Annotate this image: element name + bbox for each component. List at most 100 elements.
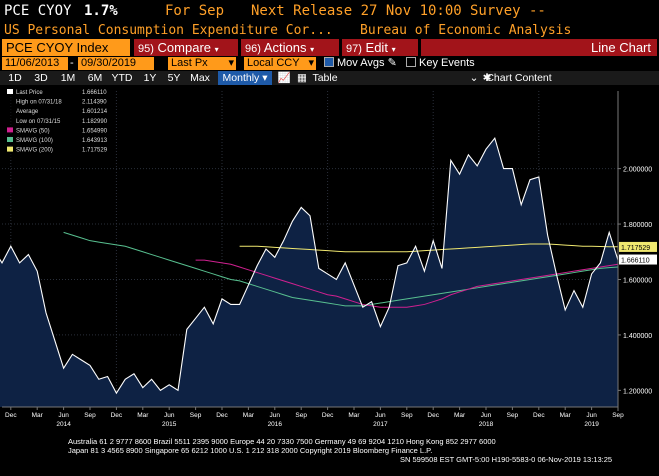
legend-value: 1.717529: [82, 148, 108, 154]
frequency-select[interactable]: Monthly ▾: [218, 71, 272, 85]
x-tick-label: Sep: [295, 412, 307, 419]
x-tick-label: Sep: [401, 412, 413, 419]
chevron-down-icon: ▾: [308, 57, 314, 69]
chart-type-button[interactable]: Line Chart: [421, 39, 657, 56]
x-tick-label: Mar: [348, 412, 360, 419]
edit-button[interactable]: 97) Edit ▾: [342, 39, 418, 56]
price-field-label: Last Px: [171, 57, 208, 69]
edit-shortcut: 97): [346, 43, 362, 55]
price-field-select[interactable]: Last Px ▾: [168, 57, 236, 70]
legend-swatch: [7, 89, 13, 94]
legend-value: 1.643913: [82, 138, 108, 144]
pencil-icon[interactable]: ✎: [387, 57, 397, 69]
price-chart[interactable]: 2.000000 1.800000 1.600000 1.400000 1.200000…: [0, 85, 659, 434]
period-1m[interactable]: 1M: [60, 72, 76, 84]
line-chart-icon[interactable]: 📈: [277, 72, 291, 84]
x-tick-label: Mar: [560, 412, 572, 419]
x-tick-label: Jun: [586, 412, 597, 419]
legend-label: SMAVG (100): [16, 138, 53, 144]
edit-label: Edit: [365, 40, 388, 55]
legend-swatch: [7, 127, 13, 133]
x-year-label: 2017: [373, 421, 388, 428]
chevron-down-icon: ▾: [310, 45, 315, 54]
chart-legend: Last Price 1.666110 High on 07/31/18 2.1143…: [4, 87, 114, 159]
mov-avgs-label: Mov Avgs: [337, 57, 385, 69]
x-tick-label: Sep: [190, 412, 202, 419]
x-year-label: 2015: [162, 421, 177, 428]
x-tick-label: Dec: [427, 412, 439, 419]
x-tick-label: Dec: [533, 412, 545, 419]
chevron-down-icon: ▾: [214, 45, 219, 54]
x-tick-label: Jun: [270, 412, 281, 419]
compare-label: Compare: [157, 40, 211, 55]
legend-swatch: [7, 137, 13, 142]
ticker-index-field[interactable]: PCE CYOY Index: [2, 39, 130, 56]
description-row: US Personal Consumption Expenditure Cor.…: [0, 22, 659, 39]
smavg200-price-tag-bg: [619, 241, 657, 252]
checkbox-checked-icon: [324, 57, 334, 67]
period-1y[interactable]: 1Y: [143, 72, 157, 84]
x-year-label: 2016: [268, 421, 283, 428]
for-period: For Sep: [165, 3, 225, 19]
footer-contacts-1: Australia 61 2 9777 8600 Brazil 5511 239…: [68, 437, 496, 446]
x-tick-label: Sep: [84, 412, 96, 419]
currency-select[interactable]: Local CCY ▾: [244, 57, 316, 70]
legend-label: SMAVG (50): [16, 128, 50, 134]
bar-chart-icon[interactable]: ▦: [297, 72, 307, 84]
footer-session: SN 599508 EST GMT-5:00 H190-5583-0 06-No…: [400, 455, 613, 464]
period-ytd[interactable]: YTD: [111, 72, 133, 84]
legend-value: 1.182990: [82, 119, 108, 125]
chevron-down-icon: ▾: [228, 57, 234, 69]
key-events-toggle[interactable]: Key Events: [406, 57, 475, 70]
y-tick-label: 2.000000: [623, 167, 652, 174]
checkbox-unchecked-icon: [406, 57, 416, 67]
footer-contacts-2: Japan 81 3 4565 8900 Singapore 65 6212 1…: [68, 446, 433, 455]
actions-shortcut: 96): [245, 43, 261, 55]
last-price-tag-bg: [619, 254, 657, 265]
period-3d[interactable]: 3D: [34, 72, 48, 84]
period-6m[interactable]: 6M: [87, 72, 103, 84]
chevron-down-icon[interactable]: ⌄: [469, 72, 479, 84]
x-tick-label: Mar: [137, 412, 149, 419]
smavg-50-line: [195, 259, 619, 308]
legend-label: High on 07/31/18: [16, 100, 62, 106]
legend-label: Last Price: [16, 90, 43, 96]
period-1d[interactable]: 1D: [8, 72, 22, 84]
chevron-down-icon: ▾: [391, 45, 396, 54]
legend-value: 1.654990: [82, 128, 108, 134]
actions-button[interactable]: 96) Actions ▾: [241, 39, 339, 56]
legend-value: 2.114390: [82, 100, 107, 106]
legend-label: Low on 07/31/15: [16, 119, 61, 125]
x-tick-label: Dec: [322, 412, 334, 419]
last-value: 1.7%: [84, 3, 118, 19]
x-tick-label: Mar: [32, 412, 44, 419]
y-tick-label: 1.200000: [623, 388, 652, 395]
data-source: Bureau of Economic Analysis: [360, 23, 572, 38]
table-button[interactable]: Table: [312, 72, 338, 84]
mov-avgs-toggle[interactable]: Mov Avgs ✎: [324, 57, 397, 70]
start-date-field[interactable]: 11/06/2013: [2, 57, 68, 70]
chart-content-button[interactable]: Chart Content: [486, 72, 552, 84]
footer: Australia 61 2 9777 8600 Brazil 5511 239…: [0, 434, 659, 476]
gear-icon[interactable]: ✱: [482, 72, 492, 84]
period-bar: 1D 3D 1M 6M YTD 1Y 5Y Max Monthly ▾ 📈 ▦ …: [0, 71, 659, 85]
x-tick-label: Dec: [111, 412, 123, 419]
legend-value: 1.601214: [82, 109, 108, 115]
frequency-label: Monthly: [222, 72, 260, 84]
security-description: US Personal Consumption Expenditure Cor.…: [4, 23, 333, 38]
x-tick-label: Mar: [454, 412, 466, 419]
last-price-tag: 1.666110: [621, 258, 650, 265]
next-release: Next Release 27 Nov 10:00: [251, 3, 462, 19]
legend-value: 1.666110: [82, 90, 107, 96]
legend-bg: [4, 87, 114, 159]
y-tick-label: 1.600000: [623, 277, 652, 284]
period-5y[interactable]: 5Y: [167, 72, 181, 84]
compare-button[interactable]: 95) Compare ▾: [134, 39, 238, 56]
x-tick-label: Mar: [243, 412, 255, 419]
end-date-field[interactable]: 09/30/2019: [78, 57, 154, 70]
x-tick-label: Dec: [216, 412, 228, 419]
smavg200-price-tag: 1.717529: [621, 245, 650, 252]
period-max[interactable]: Max: [190, 72, 210, 84]
x-year-label: 2019: [584, 421, 599, 428]
x-tick-label: Jun: [375, 412, 386, 419]
